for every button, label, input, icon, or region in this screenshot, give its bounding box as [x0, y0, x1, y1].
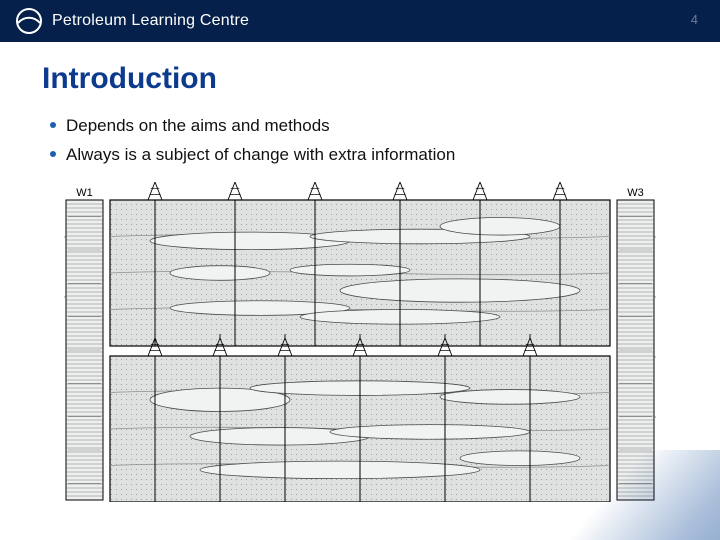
bullet-text: Always is a subject of change with extra… — [66, 141, 455, 170]
slide: Petroleum Learning Centre 4 Introduction… — [0, 0, 720, 540]
bullet-text: Depends on the aims and methods — [66, 112, 330, 141]
slide-title: Introduction — [42, 62, 217, 96]
brand-name: Petroleum Learning Centre — [52, 12, 249, 30]
brand-lockup: Petroleum Learning Centre — [16, 8, 249, 34]
svg-text:W1: W1 — [76, 187, 93, 199]
bullet-icon — [50, 122, 56, 128]
list-item: Depends on the aims and methods — [50, 112, 455, 141]
svg-text:W3: W3 — [627, 187, 644, 199]
list-item: Always is a subject of change with extra… — [50, 141, 455, 170]
bullet-icon — [50, 151, 56, 157]
cross-section-figure: W141W35432 — [64, 182, 656, 502]
logo-icon — [16, 8, 42, 34]
page-number: 4 — [691, 12, 698, 27]
bullet-list: Depends on the aims and methods Always i… — [50, 112, 455, 170]
header-bar: Petroleum Learning Centre 4 — [0, 0, 720, 42]
